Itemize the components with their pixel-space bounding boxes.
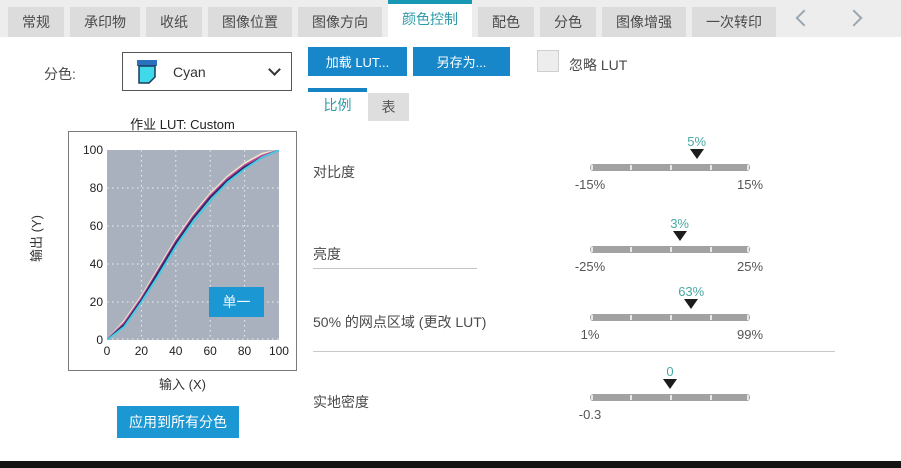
dot-area-track[interactable] (590, 314, 750, 321)
divider (313, 351, 835, 352)
cyan-ink-icon (137, 59, 157, 84)
tab-color-control[interactable]: 颜色控制 (388, 0, 472, 37)
y-axis-ticks: 100 80 60 40 20 0 (82, 143, 103, 347)
dot-area-max-label: 99% (736, 327, 764, 342)
separation-label: 分色: (44, 66, 76, 82)
tab-paper-output[interactable]: 收纸 (146, 7, 202, 37)
contrast-track[interactable] (590, 164, 750, 171)
dot-area-slider-row: 50% 的网点区域 (更改 LUT) 63% 1% 99% (0, 284, 901, 346)
contrast-max-label: 15% (736, 177, 764, 192)
lut-curves (107, 150, 279, 340)
ignore-lut-checkbox[interactable] (537, 50, 559, 72)
brightness-track[interactable] (590, 246, 750, 253)
separation-selected-value: Cyan (173, 63, 206, 80)
apply-to-all-separations-button[interactable]: 应用到所有分色 (117, 406, 239, 438)
contrast-value: 5% (687, 134, 707, 149)
slider-marker-icon[interactable] (689, 149, 704, 159)
dot-area-min-label: 1% (580, 327, 600, 342)
chevron-down-icon (268, 63, 281, 76)
subtab-table[interactable]: 表 (368, 93, 409, 121)
x-axis-label: 输入 (X) (159, 377, 206, 392)
contrast-slider-row: 对比度 5% -15% 15% (0, 134, 901, 196)
subtab-ratio[interactable]: 比例 (308, 88, 367, 121)
dot-area-label: 50% 的网点区域 (更改 LUT) (313, 314, 487, 330)
slider-marker-icon[interactable] (684, 299, 699, 309)
solid-density-track[interactable] (590, 394, 750, 401)
solid-density-slider-row: 实地密度 0 -0.3 (0, 364, 901, 426)
tab-color-matching[interactable]: 配色 (478, 7, 534, 37)
save-as-button[interactable]: 另存为... (413, 47, 510, 76)
tab-image-enhancement[interactable]: 图像增强 (602, 7, 686, 37)
load-lut-button[interactable]: 加载 LUT... (308, 47, 407, 76)
ignore-lut-label: 忽略 LUT (569, 57, 628, 73)
tab-separation[interactable]: 分色 (540, 7, 596, 37)
main-tabbar: 常规 承印物 收纸 图像位置 图像方向 颜色控制 配色 分色 图像增强 一次转印 (0, 0, 901, 37)
contrast-label: 对比度 (313, 164, 355, 180)
brightness-min-label: -25% (574, 259, 606, 274)
tab-substrate[interactable]: 承印物 (70, 7, 140, 37)
solid-density-value: 0 (666, 364, 674, 379)
job-lut-title: 作业 LUT: Custom (130, 117, 235, 132)
lut-chart: 100 80 60 40 20 0 0 20 40 60 80 100 单一 (68, 131, 297, 371)
tab-primary-transfer[interactable]: 一次转印 (692, 7, 776, 37)
tab-image-orientation[interactable]: 图像方向 (298, 7, 382, 37)
tab-image-position[interactable]: 图像位置 (208, 7, 292, 37)
x-axis-ticks: 0 20 40 60 80 100 (103, 344, 289, 358)
dot-area-value: 63% (678, 284, 705, 299)
single-button[interactable]: 单一 (209, 287, 264, 317)
separation-select[interactable]: Cyan (122, 52, 292, 91)
brightness-label: 亮度 (313, 246, 341, 262)
solid-density-min-label: -0.3 (578, 407, 602, 422)
tab-general[interactable]: 常规 (8, 7, 64, 37)
solid-density-label: 实地密度 (313, 394, 369, 410)
divider (313, 268, 477, 269)
brightness-value: 3% (670, 216, 689, 231)
slider-marker-icon[interactable] (672, 231, 687, 241)
bottom-bar (0, 461, 901, 468)
brightness-max-label: 25% (736, 259, 764, 274)
contrast-min-label: -15% (574, 177, 606, 192)
slider-marker-icon[interactable] (663, 379, 677, 389)
brightness-slider-row: 亮度 3% -25% 25% (0, 216, 901, 278)
